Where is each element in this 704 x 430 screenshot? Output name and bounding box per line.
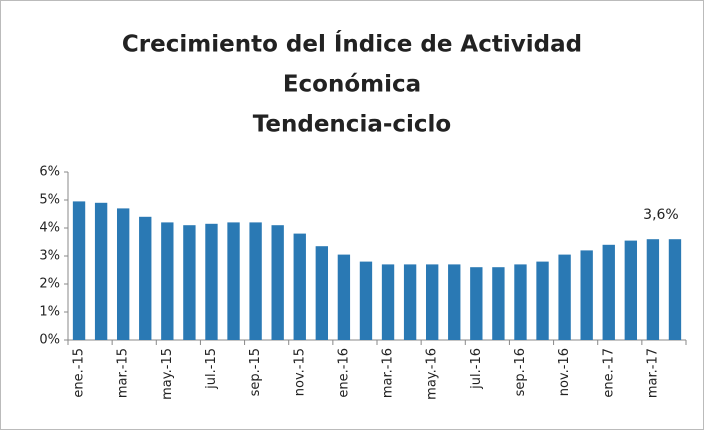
chart-title: Crecimiento del Índice de Actividad: [122, 30, 582, 58]
y-tick-label: 0%: [39, 333, 60, 348]
bar: [492, 267, 505, 340]
x-tick-label: ene.-15: [72, 348, 87, 398]
y-tick-label: 1%: [39, 305, 60, 320]
bar: [381, 264, 395, 340]
x-tick-label: sep.-15: [248, 348, 263, 396]
bar: [116, 208, 130, 340]
x-tick-label: mar.-16: [381, 348, 396, 398]
bar: [293, 233, 306, 340]
x-tick-label: mar.-15: [116, 348, 131, 398]
x-tick-label: may.-15: [160, 348, 175, 400]
bar: [558, 254, 571, 340]
bar: [183, 225, 196, 340]
y-tick-label: 4%: [39, 221, 60, 236]
x-tick-label: jul.-16: [469, 348, 484, 390]
bar: [624, 240, 638, 340]
x-tick-label: ene.-17: [601, 348, 616, 398]
chart-title: Tendencia-ciclo: [253, 112, 451, 138]
bar: [249, 222, 262, 340]
bar: [448, 264, 461, 340]
x-tick-label: nov.-15: [292, 348, 307, 396]
value-label: 3,6%: [643, 207, 679, 223]
bar: [72, 201, 86, 340]
y-tick-label: 2%: [39, 277, 60, 292]
bar: [425, 264, 439, 340]
bar: [315, 246, 329, 340]
x-tick-label: jul.-15: [204, 348, 219, 390]
bar: [337, 254, 351, 340]
bar: [514, 264, 527, 340]
x-tick-label: nov.-16: [557, 348, 572, 396]
bar: [403, 264, 417, 340]
x-tick-label: may.-16: [425, 348, 440, 400]
bar: [227, 222, 240, 340]
y-tick-label: 3%: [39, 249, 60, 264]
y-tick-label: 6%: [39, 165, 60, 180]
bar: [359, 261, 373, 340]
bar: [161, 222, 174, 340]
bar: [139, 216, 152, 340]
x-tick-label: mar.-17: [645, 348, 660, 398]
bar: [94, 202, 108, 340]
bar: [470, 267, 483, 340]
bar: [580, 250, 593, 340]
x-tick-label: ene.-16: [336, 348, 351, 398]
bar: [536, 261, 549, 340]
chart-title: Económica: [283, 72, 421, 98]
bar: [668, 239, 682, 340]
bar: [602, 244, 615, 340]
bar: [271, 225, 284, 340]
bar: [646, 239, 660, 340]
bar: [205, 223, 218, 340]
x-tick-label: sep.-16: [513, 348, 528, 396]
y-tick-label: 5%: [39, 193, 60, 208]
